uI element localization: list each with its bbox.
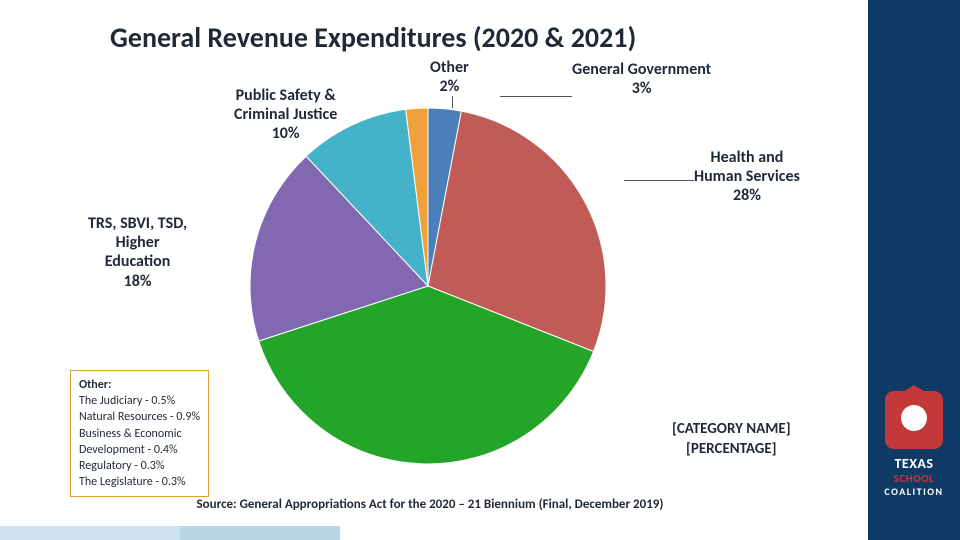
other-box-item: Business & Economic — [79, 426, 200, 442]
logo-text-line1: TEXAS — [876, 455, 952, 472]
footer-band-1 — [0, 526, 180, 540]
label-higher-education: TRS, SBVI, TSD,HigherEducation18% — [88, 214, 187, 291]
label-public-safety: Public Safety &Criminal Justice10% — [234, 86, 337, 144]
label-education-placeholder: [CATEGORY NAME][PERCENTAGE] — [672, 420, 791, 459]
other-box-item: Development - 0.4% — [79, 442, 200, 458]
other-box-item: The Legislature - 0.3% — [79, 474, 200, 490]
other-box-item: Regulatory - 0.3% — [79, 458, 200, 474]
leader-gen-gov — [500, 96, 572, 97]
other-box-item: The Judiciary - 0.5% — [79, 393, 200, 409]
leader-other — [452, 96, 453, 108]
label-other: Other2% — [430, 58, 469, 96]
chart-title: General Revenue Expenditures (2020 & 202… — [110, 20, 636, 55]
logo-text-line2: SCHOOL — [876, 472, 952, 485]
source-text: Source: General Appropriations Act for t… — [0, 497, 860, 512]
label-general-government: General Government3% — [572, 60, 711, 98]
logo-text-line3: COALITION — [876, 485, 952, 498]
leader-hhs — [624, 180, 694, 181]
pie-svg — [248, 106, 608, 466]
logo-texas-school-coalition: TEXAS SCHOOL COALITION — [876, 391, 952, 498]
pie-chart — [248, 106, 608, 466]
other-box-item: Natural Resources - 0.9% — [79, 409, 200, 425]
slide: General Revenue Expenditures (2020 & 202… — [0, 0, 960, 540]
label-health-human-services: Health andHuman Services28% — [694, 148, 800, 206]
schoolhouse-icon — [885, 391, 943, 449]
other-breakdown-box: Other: The Judiciary - 0.5% Natural Reso… — [70, 370, 209, 497]
footer-band-2 — [180, 526, 340, 540]
other-box-header: Other: — [79, 377, 200, 393]
